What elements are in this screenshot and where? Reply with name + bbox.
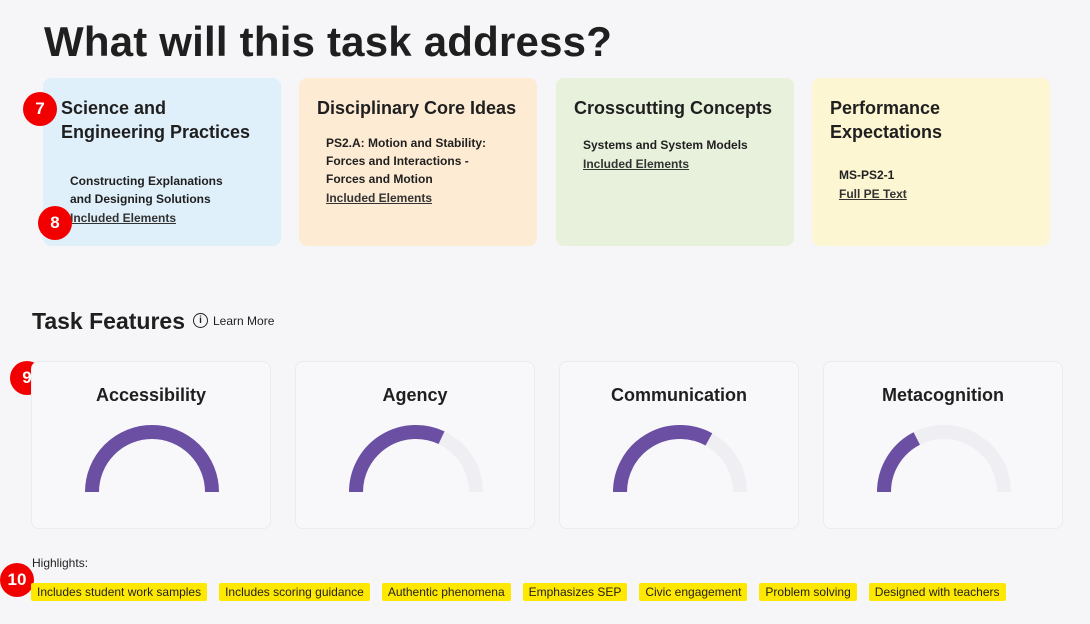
highlight-chip: Problem solving <box>759 583 857 601</box>
feature-card: Agency <box>295 361 535 529</box>
feature-gauge <box>613 425 747 493</box>
gauge-fill <box>85 425 219 493</box>
card-title: Crosscutting Concepts <box>574 98 773 118</box>
card-body: PS2.A: Motion and Stability: Forces and … <box>326 136 487 186</box>
feature-title: Agency <box>382 385 448 405</box>
feature-card: Metacognition <box>823 361 1063 529</box>
card-title: Science and Engineering Practices <box>61 98 251 142</box>
highlight-chip: Includes student work samples <box>31 583 208 601</box>
learn-more-link[interactable]: i Learn More <box>193 313 274 328</box>
highlight-chips: Includes student work samples Includes sc… <box>31 583 1006 601</box>
feature-gauge <box>85 425 219 493</box>
highlights-label: Highlights: <box>32 556 89 570</box>
card-title: Disciplinary Core Ideas <box>317 98 517 118</box>
info-circle-icon: i <box>193 313 208 328</box>
highlight-chip: Emphasizes SEP <box>522 583 628 601</box>
gauge-fill <box>613 425 713 493</box>
highlight-chip: Includes scoring guidance <box>219 583 370 601</box>
feature-card: Accessibility <box>31 361 271 529</box>
card-title: Performance Expectations <box>830 98 943 142</box>
gauge-fill <box>349 425 445 493</box>
feature-title: Metacognition <box>882 385 1004 405</box>
standard-card: Science and Engineering Practices Constr… <box>43 78 281 246</box>
card-body: Constructing Explanations and Designing … <box>70 174 223 206</box>
card-body: Systems and System Models <box>583 138 748 152</box>
task-features-heading: Task Features <box>32 308 185 334</box>
gauge-fill <box>877 432 921 493</box>
standard-card: Crosscutting Concepts Systems and System… <box>556 78 794 246</box>
highlight-chip: Authentic phenomena <box>381 583 511 601</box>
standard-card: Performance Expectations MS-PS2-1 Full P… <box>812 78 1050 246</box>
feature-title: Accessibility <box>95 385 207 405</box>
standard-card: Disciplinary Core Ideas PS2.A: Motion an… <box>299 78 537 246</box>
feature-card: Communication <box>559 361 799 529</box>
card-link[interactable]: Included Elements <box>326 191 433 205</box>
card-link[interactable]: Included Elements <box>583 157 690 171</box>
annotation-badge: 7 <box>23 92 57 126</box>
highlight-chip: Designed with teachers <box>868 583 1006 601</box>
feature-title: Communication <box>610 385 747 405</box>
annotation-badge: 8 <box>38 206 72 240</box>
feature-gauge <box>349 425 483 493</box>
feature-gauge <box>877 425 1011 493</box>
card-body: MS-PS2-1 <box>839 168 895 182</box>
card-link[interactable]: Included Elements <box>70 211 177 225</box>
highlight-chip: Civic engagement <box>639 583 748 601</box>
annotation-badge: 10 <box>0 563 34 597</box>
card-link[interactable]: Full PE Text <box>839 187 907 201</box>
page-title: What will this task address? <box>44 18 613 65</box>
learn-more-label: Learn More <box>213 313 275 328</box>
